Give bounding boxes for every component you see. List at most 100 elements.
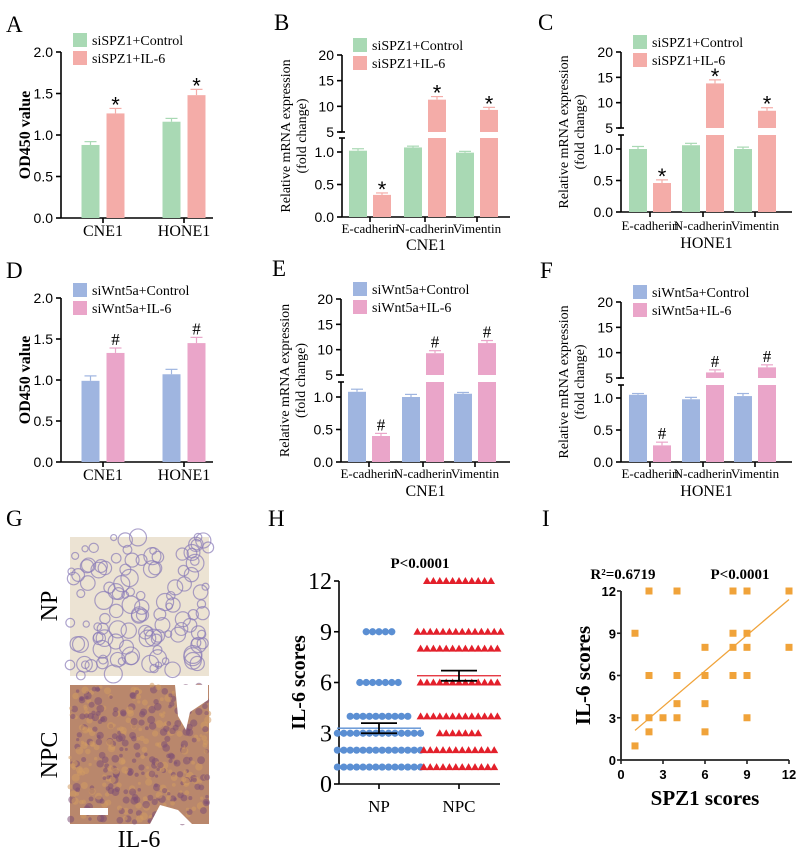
- y-axis-title-line2: (fold change): [573, 344, 588, 419]
- legend-swatch: [353, 300, 367, 314]
- bar: [734, 149, 752, 212]
- bar-upper: [426, 353, 444, 375]
- tissue-cell: [140, 708, 148, 716]
- data-point: [391, 763, 399, 771]
- tissue-gland: [122, 544, 133, 555]
- data-point: [404, 746, 412, 754]
- tissue-cell: [87, 712, 94, 720]
- data-point: [487, 644, 495, 652]
- tissue-cell: [148, 756, 156, 763]
- y-tick-label: 0.0: [594, 454, 614, 470]
- data-point: [372, 712, 380, 720]
- data-point: [483, 763, 492, 771]
- y-tick-label: 9: [320, 620, 332, 646]
- data-point: [480, 577, 489, 584]
- tissue-cell: [182, 778, 190, 786]
- tissue-gland: [108, 620, 127, 639]
- tissue-cell: [81, 757, 87, 763]
- data-point: [439, 763, 447, 771]
- significance-marker: #: [763, 347, 772, 366]
- tissue-cell: [131, 819, 138, 825]
- data-point: [455, 644, 463, 652]
- data-point: [333, 763, 341, 771]
- tissue-cell: [146, 766, 150, 770]
- tissue-cell: [142, 800, 150, 809]
- tissue-gland: [153, 607, 167, 621]
- legend-label: siWnt5a+Control: [372, 283, 469, 298]
- tissue-cell: [182, 756, 191, 765]
- tissue-cell: [122, 796, 130, 804]
- legend-label: siSPZ1+Control: [372, 39, 463, 54]
- tissue-cell: [144, 726, 149, 731]
- tissue-gland: [119, 563, 132, 576]
- data-point: [458, 763, 467, 771]
- data-point: [701, 672, 709, 679]
- tissue-cell: [68, 755, 72, 760]
- tissue-cell: [148, 770, 156, 778]
- x-category-label: E-cadherin: [341, 221, 399, 236]
- panel-letter: F: [540, 258, 553, 283]
- tissue-gland: [176, 576, 192, 592]
- significance-marker: *: [711, 64, 720, 89]
- data-point: [346, 729, 354, 737]
- tissue-cell: [96, 687, 100, 692]
- tissue-gland: [197, 629, 207, 639]
- tissue-cell: [168, 693, 173, 698]
- tissue-cell: [130, 717, 138, 726]
- y-axis-title: IL-6 scores: [288, 635, 310, 730]
- data-point: [673, 714, 681, 722]
- tissue-cell: [79, 713, 86, 720]
- tissue-gland: [201, 582, 210, 591]
- data-point: [487, 678, 495, 686]
- tissue-cell: [129, 731, 137, 739]
- tissue-gland: [170, 626, 187, 643]
- tissue-cell: [104, 792, 110, 797]
- y-axis-title-line2: (fold change): [295, 98, 310, 173]
- bar: [480, 138, 498, 217]
- data-point: [426, 746, 435, 754]
- significance-marker: #: [377, 415, 386, 434]
- tissue-cell: [159, 697, 164, 702]
- tissue-cell: [122, 815, 128, 821]
- legend-swatch: [353, 56, 367, 70]
- tissue-cell: [94, 697, 103, 705]
- data-point: [477, 746, 486, 754]
- legend-label: siSPZ1+IL-6: [652, 54, 725, 69]
- tissue-cell: [137, 700, 141, 704]
- tissue-cell: [88, 762, 92, 767]
- legend-swatch: [73, 301, 87, 315]
- tissue-cell: [93, 744, 100, 751]
- bar-upper: [758, 367, 776, 378]
- tissue-cell: [139, 812, 148, 821]
- data-point: [397, 729, 405, 737]
- tissue-gap: [80, 808, 108, 815]
- data-point: [729, 643, 737, 651]
- y-tick-label: 0.0: [315, 209, 335, 225]
- tissue-cell: [82, 767, 90, 775]
- y-tick-label: 15: [317, 316, 333, 332]
- data-point: [461, 729, 470, 737]
- legend-label: siWnt5a+IL-6: [92, 302, 171, 317]
- data-point: [426, 627, 435, 635]
- tissue-cell: [139, 735, 145, 742]
- tissue-cell: [79, 695, 85, 701]
- tissue-gland: [98, 654, 109, 665]
- tissue-cell: [202, 703, 208, 710]
- data-point: [487, 712, 495, 720]
- tissue-gland: [79, 575, 96, 591]
- data-point: [483, 627, 492, 635]
- significance-marker: #: [111, 330, 120, 349]
- tissue-cell: [151, 730, 159, 737]
- tissue-gland: [165, 602, 174, 611]
- data-point: [340, 763, 348, 771]
- y-axis-title-line2: (fold change): [573, 94, 588, 169]
- tissue-cell: [191, 760, 196, 765]
- data-point: [353, 712, 361, 720]
- significance-marker: *: [433, 81, 442, 106]
- data-point: [493, 678, 502, 686]
- data-point: [645, 672, 653, 679]
- tissue-cell: [69, 706, 73, 710]
- tissue-gland: [166, 590, 176, 601]
- data-point: [471, 627, 479, 635]
- data-point: [375, 628, 383, 636]
